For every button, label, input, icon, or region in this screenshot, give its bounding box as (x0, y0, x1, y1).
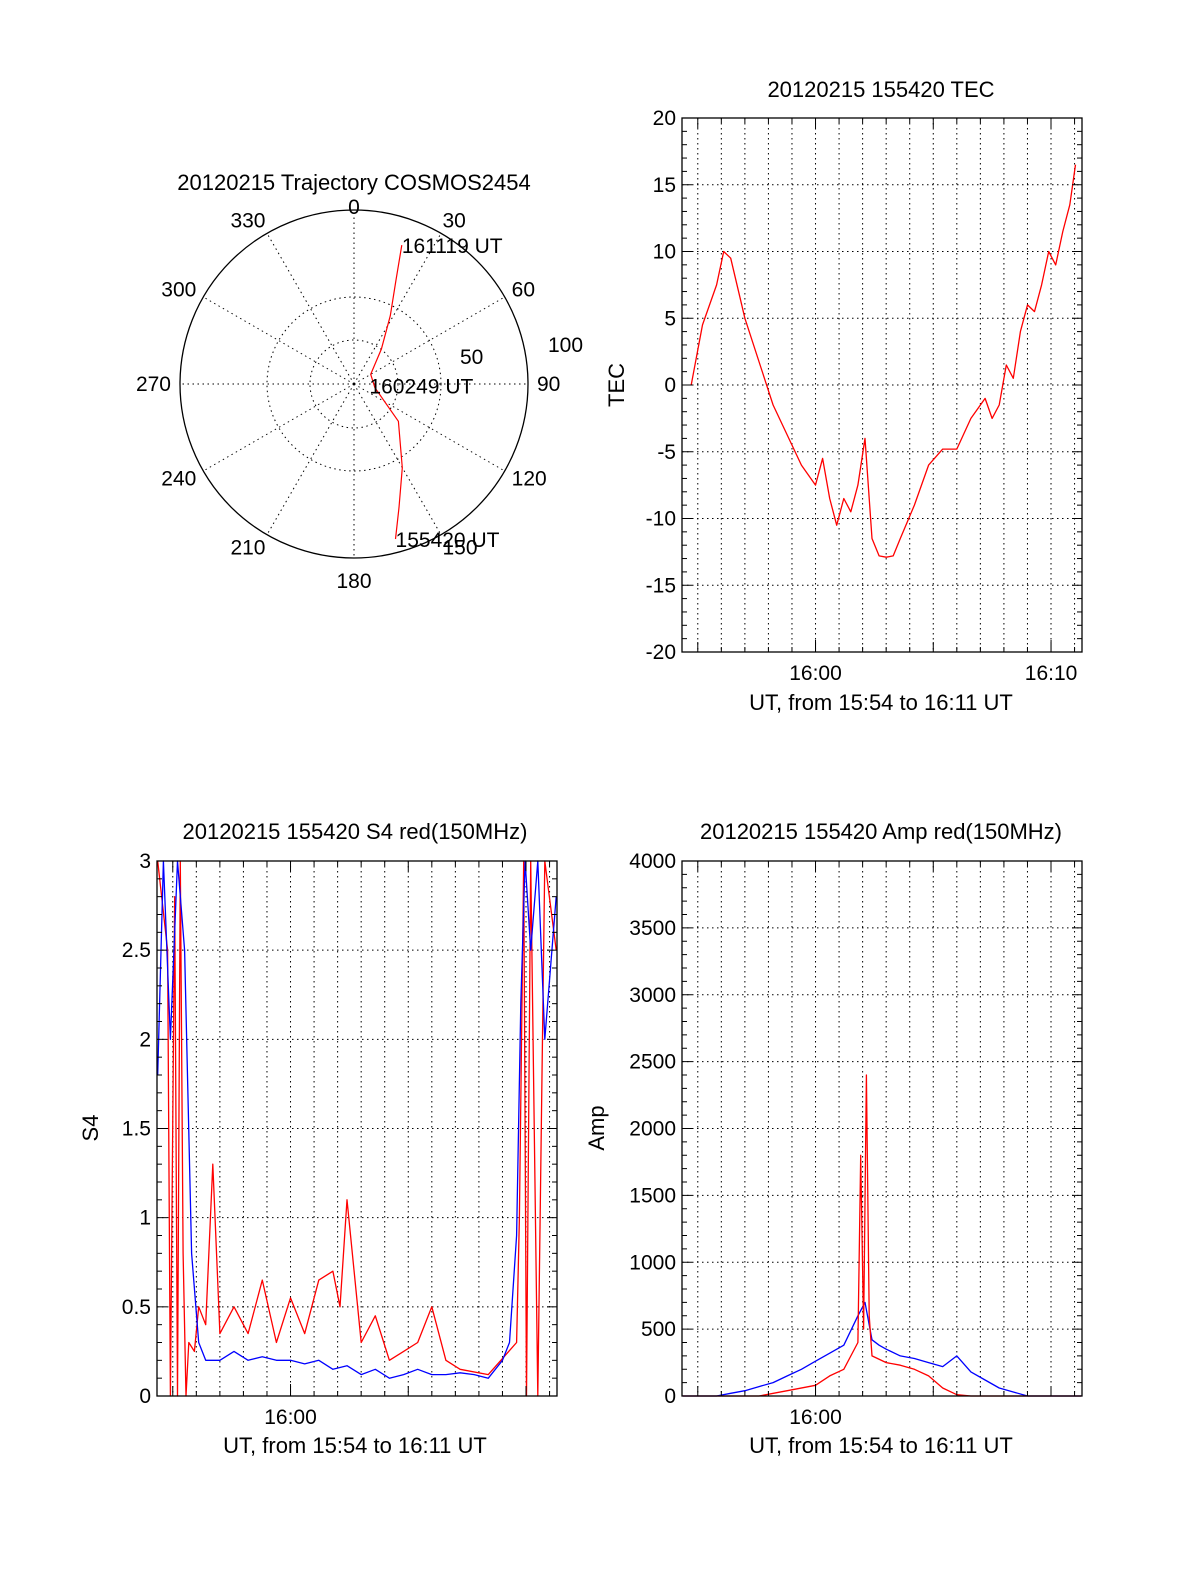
s4-series-red (157, 860, 557, 1397)
tec-x-axis-label: UT, from 15:54 to 16:11 UT (749, 690, 1013, 715)
polar-azimuth-label: 150 (443, 537, 478, 560)
tec-chart-title: 20120215 155420 TEC (767, 77, 994, 102)
polar-spokes (180, 210, 528, 558)
s4-chart: 20120215 155420 S4 red(150MHz) 0 0.5 1 1.5 2… (78, 819, 558, 1458)
polar-azimuth-label: 30 (443, 209, 466, 232)
amp-y-tick-label: 2000 (629, 1118, 676, 1141)
tec-y-tick-label: 0 (664, 374, 676, 397)
s4-y-tick-label: 1.5 (122, 1118, 151, 1141)
polar-trajectory-line (370, 245, 403, 540)
polar-azimuth-label: 270 (136, 373, 171, 396)
polar-azimuth-label: 120 (512, 468, 547, 491)
polar-spoke (203, 296, 355, 385)
s4-series-blue (157, 860, 557, 1379)
amp-series (682, 1074, 1082, 1397)
tec-y-tick-label: -20 (646, 641, 676, 664)
polar-spoke (353, 383, 442, 535)
tec-y-tick-label: 20 (653, 107, 676, 130)
polar-radial-label-100: 100 (548, 334, 583, 357)
amp-y-tick-label: 0 (664, 1385, 676, 1408)
amp-x-tick-label: 16:00 (789, 1406, 842, 1429)
amp-y-tick-label: 4000 (629, 850, 676, 873)
amp-chart: 20120215 155420 Amp red(150MHz) 0 500 1000… (584, 819, 1083, 1458)
polar-time-annotation: 160249 UT (369, 375, 473, 398)
amp-y-tick-label: 3500 (629, 917, 676, 940)
tec-ticks: -20 -15 -10 -5 0 5 10 15 20 16:00 16:10 (646, 107, 1082, 685)
amp-grid (682, 861, 1082, 1396)
s4-x-tick-label: 16:00 (264, 1406, 317, 1429)
polar-azimuth-label: 210 (230, 537, 265, 560)
polar-azimuth-labels: 0 30 60 90 120 150 180 210 240 270 300 330 (136, 196, 560, 593)
polar-chart-title: 20120215 Trajectory COSMOS2454 (177, 170, 530, 195)
s4-ticks: 0 0.5 1 1.5 2 2.5 3 16:00 (122, 850, 557, 1429)
s4-y-tick-label: 0 (139, 1385, 151, 1408)
polar-radial-circle-inner (309, 339, 399, 429)
amp-series-blue (682, 1301, 1082, 1397)
polar-time-annotation: 161119 UT (402, 235, 503, 258)
s4-x-axis-label: UT, from 15:54 to 16:11 UT (223, 1433, 487, 1458)
polar-azimuth-label: 240 (161, 468, 196, 491)
amp-y-axis-label: Amp (584, 1105, 609, 1150)
tec-y-tick-label: 10 (653, 241, 676, 264)
s4-y-axis-label: S4 (78, 1115, 103, 1142)
s4-y-tick-label: 2 (139, 1028, 151, 1051)
s4-grid (157, 861, 557, 1396)
polar-azimuth-label: 0 (348, 196, 360, 219)
tec-grid (682, 118, 1082, 652)
polar-time-annotations: 155420 UT 160249 UT 161119 UT (369, 235, 502, 552)
polar-spoke (203, 383, 355, 472)
s4-y-tick-label: 2.5 (122, 939, 151, 962)
polar-azimuth-label: 90 (537, 373, 560, 396)
polar-azimuth-label: 330 (230, 209, 265, 232)
amp-y-tick-label: 1500 (629, 1184, 676, 1207)
polar-radial-circle-50 (266, 296, 442, 472)
polar-azimuth-label: 180 (336, 570, 371, 593)
tec-y-tick-label: 5 (664, 307, 676, 330)
polar-radial-label-50: 50 (460, 346, 483, 369)
polar-spoke (353, 383, 505, 472)
polar-time-annotation: 155420 UT (396, 529, 500, 552)
polar-spoke (353, 296, 505, 385)
tec-chart: 20120215 155420 TEC -20 -15 -10 -5 0 5 10 15 20 1… (604, 77, 1083, 715)
polar-spoke (266, 383, 355, 535)
polar-outer-circle (179, 209, 529, 559)
amp-series-red (682, 1074, 1082, 1397)
amp-chart-title: 20120215 155420 Amp red(150MHz) (700, 819, 1062, 844)
polar-spoke (266, 233, 355, 385)
s4-y-tick-label: 1 (139, 1207, 151, 1230)
polar-azimuth-label: 60 (512, 279, 535, 302)
tec-y-tick-label: -5 (657, 441, 676, 464)
s4-chart-title: 20120215 155420 S4 red(150MHz) (183, 819, 528, 844)
tec-y-tick-label: -15 (646, 574, 676, 597)
amp-y-tick-label: 500 (641, 1318, 676, 1341)
polar-azimuth-label: 300 (161, 279, 196, 302)
s4-series (157, 860, 557, 1397)
s4-y-tick-label: 3 (139, 850, 151, 873)
tec-y-tick-label: -10 (646, 508, 676, 531)
tec-x-tick-label: 16:10 (1025, 662, 1078, 685)
s4-y-tick-label: 0.5 (122, 1296, 151, 1319)
tec-x-tick-label: 16:00 (789, 662, 842, 685)
amp-x-axis-label: UT, from 15:54 to 16:11 UT (749, 1433, 1013, 1458)
amp-y-tick-label: 1000 (629, 1251, 676, 1274)
polar-trajectory-chart: 20120215 Trajectory COSMOS2454 0 30 60 90 12… (136, 170, 583, 593)
tec-y-axis-label: TEC (604, 363, 629, 407)
tec-y-tick-label: 15 (653, 174, 676, 197)
amp-ticks: 0 500 1000 1500 2000 2500 3000 3500 4000 16:00 (629, 850, 1082, 1429)
amp-y-tick-label: 2500 (629, 1051, 676, 1074)
polar-spoke (353, 233, 442, 385)
tec-series (690, 164, 1077, 558)
amp-y-tick-label: 3000 (629, 984, 676, 1007)
tec-series-red (690, 164, 1077, 558)
